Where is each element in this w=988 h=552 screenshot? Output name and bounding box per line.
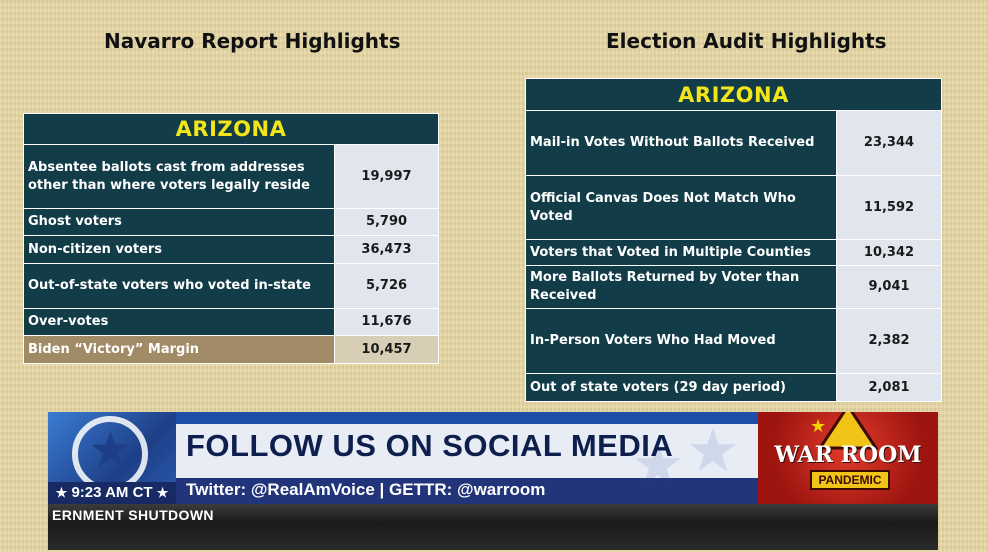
clock-badge: ★ 9:23 AM CT ★ — [48, 482, 176, 504]
election-audit-table: ARIZONA Mail-in Votes Without Ballots Re… — [525, 78, 942, 402]
row-value: 23,344 — [836, 110, 942, 176]
row-value: 11,592 — [836, 175, 942, 240]
table-row: Official Canvas Does Not Match Who Voted… — [525, 175, 942, 240]
table-row: Over-votes 11,676 — [23, 308, 439, 336]
row-label: Ghost voters — [23, 208, 335, 236]
social-handles: Twitter: @RealAmVoice | GETTR: @warroom — [186, 480, 546, 499]
margin-row: Biden “Victory” Margin 10,457 — [23, 335, 439, 364]
background-star-icon: ★ — [631, 430, 685, 500]
lower-third-banner: ★ ★ 9:23 AM CT ★ ★ ★ FOLLOW US ON SOCIAL… — [48, 412, 938, 504]
background-star-icon: ★ — [686, 416, 740, 486]
row-value: 9,041 — [836, 265, 942, 309]
state-title: ARIZONA — [525, 78, 942, 111]
row-label: More Ballots Returned by Voter than Rece… — [525, 265, 837, 309]
row-value: 2,382 — [836, 308, 942, 374]
hazard-triangle-icon — [818, 412, 878, 450]
row-value: 2,081 — [836, 373, 942, 402]
margin-value: 10,457 — [334, 335, 439, 364]
row-value: 11,676 — [334, 308, 439, 336]
row-label: Out-of-state voters who voted in-state — [23, 263, 335, 309]
row-label: Official Canvas Does Not Match Who Voted — [525, 175, 837, 240]
table-row: Voters that Voted in Multiple Counties 1… — [525, 239, 942, 266]
table-row: In-Person Voters Who Had Moved 2,382 — [525, 308, 942, 374]
headline-text: FOLLOW US ON SOCIAL MEDIA — [186, 428, 674, 463]
row-label: Voters that Voted in Multiple Counties — [525, 239, 837, 266]
state-title: ARIZONA — [23, 113, 439, 145]
table-row: Out of state voters (29 day period) 2,08… — [525, 373, 942, 402]
row-value: 5,790 — [334, 208, 439, 236]
news-ticker: ERNMENT SHUTDOWN — [48, 504, 938, 550]
table-row: Ghost voters 5,790 — [23, 208, 439, 236]
ticker-text: ERNMENT SHUTDOWN — [52, 507, 214, 523]
left-panel-heading: Navarro Report Highlights — [104, 29, 401, 53]
accent-stripe — [176, 412, 758, 424]
row-value: 5,726 — [334, 263, 439, 309]
row-label: In-Person Voters Who Had Moved — [525, 308, 837, 374]
table-row: More Ballots Returned by Voter than Rece… — [525, 265, 942, 309]
channel-logo: ★ ★ 9:23 AM CT ★ — [48, 412, 176, 504]
star-icon: ★ — [55, 485, 68, 500]
show-logo-title: WAR ROOM — [774, 442, 922, 468]
table-row: Absentee ballots cast from addresses oth… — [23, 144, 439, 209]
show-logo-subtitle: PANDEMIC — [810, 470, 890, 490]
row-label: Out of state voters (29 day period) — [525, 373, 837, 402]
row-value: 19,997 — [334, 144, 439, 209]
navarro-report-table: ARIZONA Absentee ballots cast from addre… — [23, 113, 439, 364]
row-label: Mail-in Votes Without Ballots Received — [525, 110, 837, 176]
margin-label: Biden “Victory” Margin — [23, 335, 335, 364]
star-icon: ★ — [88, 421, 133, 479]
table-row: Mail-in Votes Without Ballots Received 2… — [525, 110, 942, 176]
flag-star-icon: ★ — [810, 416, 827, 437]
war-room-logo: ★ WAR ROOM PANDEMIC — [758, 412, 938, 504]
row-label: Over-votes — [23, 308, 335, 336]
clock-time: 9:23 AM CT — [71, 484, 153, 501]
table-row: Out-of-state voters who voted in-state 5… — [23, 263, 439, 309]
headline-band: ★ ★ FOLLOW US ON SOCIAL MEDIA Twitter: @… — [176, 412, 758, 504]
row-value: 36,473 — [334, 235, 439, 264]
right-panel-heading: Election Audit Highlights — [606, 29, 887, 53]
star-icon: ★ — [156, 485, 169, 500]
row-label: Non-citizen voters — [23, 235, 335, 264]
row-label: Absentee ballots cast from addresses oth… — [23, 144, 335, 209]
row-value: 10,342 — [836, 239, 942, 266]
table-row: Non-citizen voters 36,473 — [23, 235, 439, 264]
